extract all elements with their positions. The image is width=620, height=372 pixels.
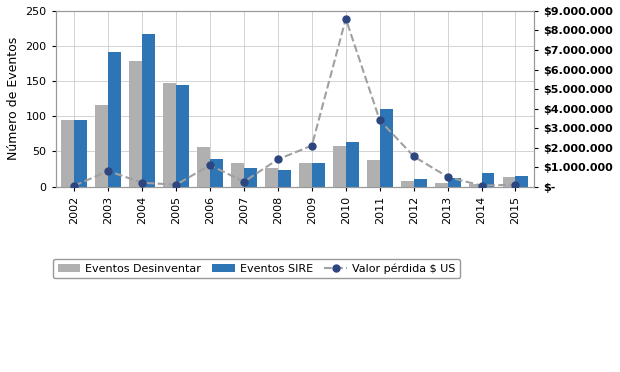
Bar [401, 181, 414, 187]
Bar [435, 183, 448, 187]
Valor pérdida $ US [478, 183, 485, 188]
Legend: Eventos Desinventar, Eventos SIRE, Valor pérdida $ US: Eventos Desinventar, Eventos SIRE, Valor… [53, 259, 460, 278]
Bar [482, 173, 494, 187]
Bar [299, 163, 312, 187]
Bar [278, 170, 291, 187]
Bar [265, 169, 278, 187]
Bar [231, 163, 244, 187]
Y-axis label: Número de Eventos: Número de Eventos [7, 37, 20, 160]
Bar [503, 177, 515, 187]
Bar [163, 83, 176, 187]
Valor pérdida $ US [376, 118, 383, 122]
Bar [95, 105, 108, 187]
Bar [414, 179, 427, 187]
Bar [379, 109, 392, 187]
Valor pérdida $ US [308, 143, 316, 148]
Bar [108, 52, 121, 187]
Bar [244, 169, 257, 187]
Bar [61, 120, 74, 187]
Valor pérdida $ US [241, 180, 248, 184]
Bar [448, 178, 461, 187]
Valor pérdida $ US [71, 183, 78, 188]
Bar [333, 146, 346, 187]
Valor pérdida $ US [410, 154, 417, 158]
Valor pérdida $ US [138, 180, 146, 185]
Bar [142, 34, 155, 187]
Bar [176, 85, 189, 187]
Valor pérdida $ US [342, 16, 350, 21]
Valor pérdida $ US [512, 182, 519, 187]
Bar [210, 159, 223, 187]
Bar [367, 160, 379, 187]
Bar [197, 147, 210, 187]
Bar [130, 61, 142, 187]
Line: Valor pérdida $ US: Valor pérdida $ US [71, 15, 519, 189]
Valor pérdida $ US [206, 163, 214, 167]
Valor pérdida $ US [274, 157, 281, 161]
Valor pérdida $ US [105, 169, 112, 173]
Bar [346, 142, 359, 187]
Valor pérdida $ US [172, 182, 180, 187]
Bar [312, 163, 325, 187]
Bar [74, 120, 87, 187]
Bar [515, 176, 528, 187]
Valor pérdida $ US [444, 174, 451, 179]
Bar [469, 184, 482, 187]
